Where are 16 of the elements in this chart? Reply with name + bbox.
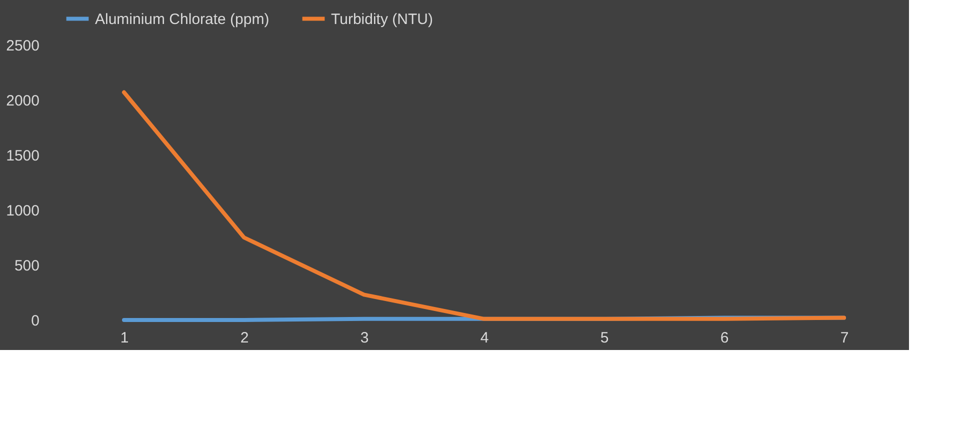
y-tick-label: 1500 xyxy=(6,148,40,164)
x-tick-label: 6 xyxy=(720,330,729,346)
x-tick-label: 4 xyxy=(480,330,489,346)
x-tick-label: 3 xyxy=(360,330,369,346)
y-tick-label: 500 xyxy=(14,258,40,274)
x-tick-label: 7 xyxy=(840,330,849,346)
y-tick-label: 1000 xyxy=(6,202,40,220)
y-tick-label: 0 xyxy=(31,312,40,330)
y-tick-label: 2000 xyxy=(6,92,40,110)
legend-label: Turbidity (NTU) xyxy=(331,10,433,28)
y-tick-label: 2500 xyxy=(6,38,40,54)
x-tick-label: 5 xyxy=(600,330,609,346)
legend-label: Aluminium Chlorate (ppm) xyxy=(95,10,270,28)
x-tick-label: 2 xyxy=(240,330,249,346)
x-tick-label: 1 xyxy=(120,330,129,346)
line-series xyxy=(122,90,846,321)
